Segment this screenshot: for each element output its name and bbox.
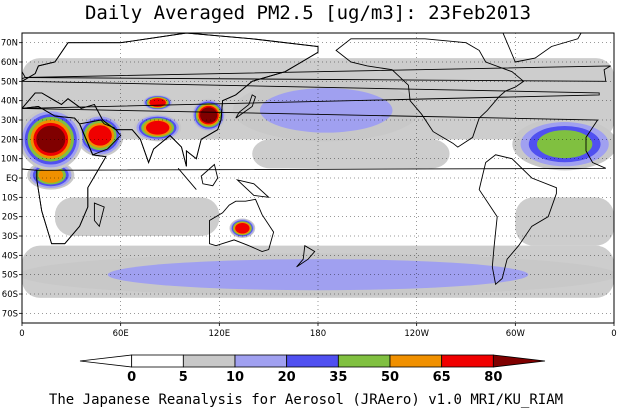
lat-tick-label: 20N bbox=[1, 135, 18, 145]
lat-tick-label: 60N bbox=[1, 58, 18, 68]
lat-tick-label: 20S bbox=[2, 213, 18, 223]
graticule bbox=[22, 33, 614, 323]
colorbar-label: 65 bbox=[433, 370, 451, 385]
coastline-5 bbox=[478, 154, 557, 286]
lon-tick-label: 60W bbox=[506, 329, 526, 339]
coastline-8 bbox=[200, 163, 219, 187]
map-title: Daily Averaged PM2.5 [ug/m3]: 23Feb2013 bbox=[85, 2, 531, 24]
latitude-axis: 70N 60N 50N 40N 30N 20N 10N EQ 10S 20S 30S 40S 50S 60… bbox=[1, 39, 22, 319]
shade-blob-7-6 bbox=[235, 222, 250, 234]
shade-band-4 bbox=[54, 197, 220, 236]
credit-line: The Japanese Reanalysis for Aerosol (JRA… bbox=[49, 392, 563, 408]
colorbar-low-arrow bbox=[79, 354, 133, 368]
lat-tick-label: 50N bbox=[1, 77, 18, 87]
shade-blob-0-2 bbox=[259, 88, 393, 133]
colorbar-label: 35 bbox=[329, 370, 347, 385]
colorbar-high-arrow bbox=[492, 354, 546, 368]
coastline-2 bbox=[78, 119, 122, 156]
coastline-10 bbox=[93, 202, 105, 228]
coastline-11 bbox=[25, 65, 611, 82]
shade-blob-3-5 bbox=[38, 167, 64, 183]
lat-tick-label: 70N bbox=[1, 39, 18, 49]
lon-tick-label: 120E bbox=[209, 329, 231, 339]
shade-band-2 bbox=[252, 139, 450, 169]
coastline-12 bbox=[235, 179, 271, 198]
colorbar-box-6 bbox=[441, 354, 494, 368]
colorbar-label: 50 bbox=[381, 370, 399, 385]
map-panel bbox=[22, 33, 614, 323]
lat-tick-label: 60S bbox=[2, 290, 18, 300]
colorbar-label: 80 bbox=[484, 370, 502, 385]
shade-blob-5-6 bbox=[145, 120, 170, 135]
coastline-wrap-1 bbox=[22, 33, 319, 167]
coastline-13 bbox=[296, 244, 316, 268]
colorbar-box-2 bbox=[234, 354, 288, 368]
coastline-wrap-0 bbox=[22, 106, 107, 245]
lat-tick-label: 10S bbox=[2, 193, 18, 203]
lon-tick-label: 180 bbox=[310, 329, 326, 339]
colorbar-label: 5 bbox=[179, 370, 188, 385]
lat-tick-label: 40S bbox=[2, 251, 18, 261]
coastline-3 bbox=[209, 198, 275, 252]
coastline-4 bbox=[335, 38, 525, 148]
lat-tick-label: 30N bbox=[1, 116, 18, 126]
colorbar-label: 20 bbox=[278, 370, 296, 385]
coastline-9 bbox=[177, 168, 197, 190]
colorbar-box-5 bbox=[389, 354, 443, 368]
coastline-layer bbox=[22, 33, 611, 286]
lat-tick-label: 70S bbox=[2, 309, 18, 319]
lon-tick-label: 0 bbox=[19, 329, 24, 339]
lon-tick-label: 60E bbox=[113, 329, 129, 339]
colorbar: 0 5 10 20 35 50 65 80 bbox=[79, 354, 546, 385]
shade-blob-9-7 bbox=[200, 107, 218, 123]
lat-tick-label: 40N bbox=[1, 97, 18, 107]
lat-tick-label: EQ bbox=[6, 174, 18, 184]
colorbar-box-4 bbox=[337, 354, 391, 368]
shade-blob-4-6 bbox=[88, 125, 112, 146]
lon-tick-label: 120W bbox=[404, 329, 429, 339]
lat-tick-label: 30S bbox=[2, 232, 18, 242]
lat-tick-label: 50S bbox=[2, 271, 18, 281]
lat-tick-label: 10N bbox=[1, 155, 18, 165]
shade-blob-2-4 bbox=[537, 130, 593, 159]
coastline-7 bbox=[235, 94, 257, 119]
lon-tick-label: 0 bbox=[611, 329, 616, 339]
colorbar-box-0 bbox=[131, 354, 184, 368]
coastline-6 bbox=[502, 33, 582, 63]
colorbar-label: 10 bbox=[226, 370, 244, 385]
colorbar-label: 0 bbox=[127, 370, 136, 385]
shade-band-3 bbox=[515, 197, 614, 246]
longitude-axis: 0 60E 120E 180 120W 60W 0 bbox=[19, 323, 617, 339]
colorbar-box-3 bbox=[286, 354, 339, 368]
colorbar-box-1 bbox=[182, 354, 236, 368]
